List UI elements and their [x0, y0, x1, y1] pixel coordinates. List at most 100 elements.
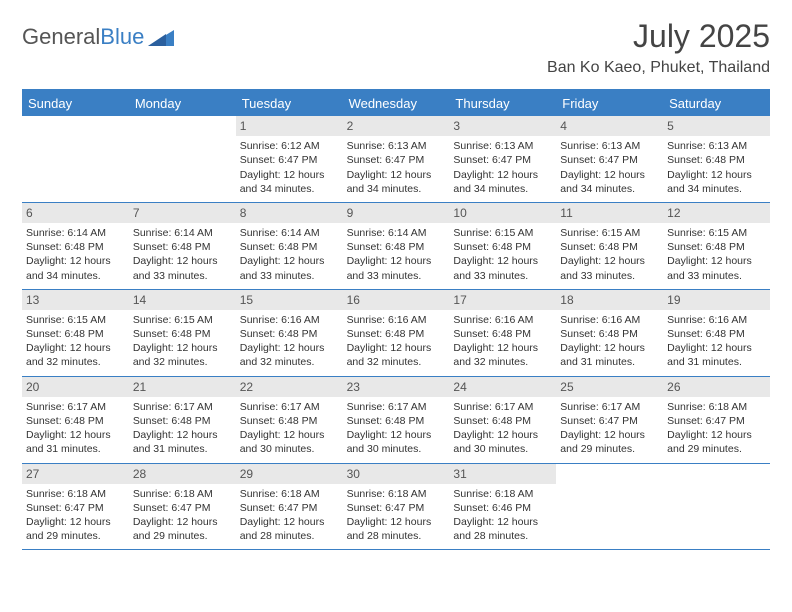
sunrise-line: Sunrise: 6:17 AM — [453, 400, 552, 414]
week-row: 27Sunrise: 6:18 AMSunset: 6:47 PMDayligh… — [22, 464, 770, 551]
sunset-line: Sunset: 6:48 PM — [347, 327, 446, 341]
daylight-line: Daylight: 12 hours and 34 minutes. — [26, 254, 125, 282]
sunrise-line: Sunrise: 6:17 AM — [26, 400, 125, 414]
location-label: Ban Ko Kaeo, Phuket, Thailand — [547, 59, 770, 77]
daylight-line: Daylight: 12 hours and 29 minutes. — [26, 515, 125, 543]
sunrise-line: Sunrise: 6:13 AM — [560, 139, 659, 153]
day-cell: 6Sunrise: 6:14 AMSunset: 6:48 PMDaylight… — [22, 203, 129, 289]
sunrise-line: Sunrise: 6:15 AM — [560, 226, 659, 240]
sunrise-line: Sunrise: 6:18 AM — [453, 487, 552, 501]
sunrise-line: Sunrise: 6:18 AM — [667, 400, 766, 414]
day-cell: 9Sunrise: 6:14 AMSunset: 6:48 PMDaylight… — [343, 203, 450, 289]
day-cell: 5Sunrise: 6:13 AMSunset: 6:48 PMDaylight… — [663, 116, 770, 202]
day-number: 17 — [449, 290, 556, 310]
day-number: 11 — [556, 203, 663, 223]
sunset-line: Sunset: 6:48 PM — [240, 414, 339, 428]
sunset-line: Sunset: 6:48 PM — [240, 240, 339, 254]
daylight-line: Daylight: 12 hours and 29 minutes. — [667, 428, 766, 456]
daylight-line: Daylight: 12 hours and 34 minutes. — [667, 168, 766, 196]
day-number: 3 — [449, 116, 556, 136]
daylight-line: Daylight: 12 hours and 28 minutes. — [453, 515, 552, 543]
logo-word-1: General — [22, 24, 100, 49]
day-cell: 12Sunrise: 6:15 AMSunset: 6:48 PMDayligh… — [663, 203, 770, 289]
sunrise-line: Sunrise: 6:15 AM — [667, 226, 766, 240]
sunrise-line: Sunrise: 6:17 AM — [560, 400, 659, 414]
day-cell: 4Sunrise: 6:13 AMSunset: 6:47 PMDaylight… — [556, 116, 663, 202]
daylight-line: Daylight: 12 hours and 33 minutes. — [560, 254, 659, 282]
sunrise-line: Sunrise: 6:15 AM — [133, 313, 232, 327]
dow-cell: Saturday — [663, 91, 770, 116]
day-cell: 14 Sunrise: 6:15 AMSunset: 6:48 PMDayligh… — [129, 290, 236, 376]
dow-cell: Sunday — [22, 91, 129, 116]
day-number: 30 — [343, 464, 450, 484]
day-cell — [556, 464, 663, 550]
day-cell: 17 Sunrise: 6:16 AMSunset: 6:48 PMDayligh… — [449, 290, 556, 376]
day-number: 13 — [22, 290, 129, 310]
sunset-line: Sunset: 6:48 PM — [453, 327, 552, 341]
daylight-line: Daylight: 12 hours and 34 minutes. — [240, 168, 339, 196]
day-cell: 3Sunrise: 6:13 AMSunset: 6:47 PMDaylight… — [449, 116, 556, 202]
sunset-line: Sunset: 6:48 PM — [453, 414, 552, 428]
day-cell — [22, 116, 129, 202]
day-number: 27 — [22, 464, 129, 484]
day-cell: 21Sunrise: 6:17 AMSunset: 6:48 PMDayligh… — [129, 377, 236, 463]
sunrise-line: Sunrise: 6:17 AM — [347, 400, 446, 414]
day-cell: 10Sunrise: 6:15 AMSunset: 6:48 PMDayligh… — [449, 203, 556, 289]
daylight-line: Daylight: 12 hours and 29 minutes. — [133, 515, 232, 543]
day-number: 10 — [449, 203, 556, 223]
daylight-line: Daylight: 12 hours and 33 minutes. — [133, 254, 232, 282]
sunrise-line: Sunrise: 6:14 AM — [26, 226, 125, 240]
day-number: 14 — [129, 290, 236, 310]
day-cell: 22Sunrise: 6:17 AMSunset: 6:48 PMDayligh… — [236, 377, 343, 463]
day-cell: 7Sunrise: 6:14 AMSunset: 6:48 PMDaylight… — [129, 203, 236, 289]
sunrise-line: Sunrise: 6:16 AM — [453, 313, 552, 327]
sunset-line: Sunset: 6:48 PM — [667, 153, 766, 167]
dow-cell: Thursday — [449, 91, 556, 116]
sunset-line: Sunset: 6:47 PM — [560, 414, 659, 428]
day-number — [556, 464, 663, 484]
sunset-line: Sunset: 6:48 PM — [133, 327, 232, 341]
sunrise-line: Sunrise: 6:16 AM — [240, 313, 339, 327]
day-number — [663, 464, 770, 484]
sunset-line: Sunset: 6:47 PM — [560, 153, 659, 167]
sunset-line: Sunset: 6:47 PM — [667, 414, 766, 428]
sunrise-line: Sunrise: 6:14 AM — [133, 226, 232, 240]
sunset-line: Sunset: 6:48 PM — [560, 327, 659, 341]
day-number: 29 — [236, 464, 343, 484]
sunrise-line: Sunrise: 6:15 AM — [26, 313, 125, 327]
day-cell: 18Sunrise: 6:16 AMSunset: 6:48 PMDayligh… — [556, 290, 663, 376]
day-number: 22 — [236, 377, 343, 397]
day-number: 12 — [663, 203, 770, 223]
day-number: 28 — [129, 464, 236, 484]
daylight-line: Daylight: 12 hours and 32 minutes. — [453, 341, 552, 369]
day-number: 19 — [663, 290, 770, 310]
sunset-line: Sunset: 6:47 PM — [240, 153, 339, 167]
day-cell: 20Sunrise: 6:17 AMSunset: 6:48 PMDayligh… — [22, 377, 129, 463]
sunrise-line: Sunrise: 6:17 AM — [133, 400, 232, 414]
sunrise-line: Sunrise: 6:16 AM — [347, 313, 446, 327]
daylight-line: Daylight: 12 hours and 33 minutes. — [347, 254, 446, 282]
day-number: 31 — [449, 464, 556, 484]
day-number: 16 — [343, 290, 450, 310]
sunset-line: Sunset: 6:47 PM — [26, 501, 125, 515]
sunrise-line: Sunrise: 6:18 AM — [26, 487, 125, 501]
daylight-line: Daylight: 12 hours and 28 minutes. — [240, 515, 339, 543]
daylight-line: Daylight: 12 hours and 32 minutes. — [133, 341, 232, 369]
weeks-container: 1Sunrise: 6:12 AMSunset: 6:47 PMDaylight… — [22, 116, 770, 550]
sunrise-line: Sunrise: 6:14 AM — [347, 226, 446, 240]
day-cell: 29Sunrise: 6:18 AMSunset: 6:47 PMDayligh… — [236, 464, 343, 550]
daylight-line: Daylight: 12 hours and 34 minutes. — [453, 168, 552, 196]
day-cell: 8Sunrise: 6:14 AMSunset: 6:48 PMDaylight… — [236, 203, 343, 289]
sunrise-line: Sunrise: 6:16 AM — [560, 313, 659, 327]
sunset-line: Sunset: 6:48 PM — [667, 327, 766, 341]
day-of-week-header: SundayMondayTuesdayWednesdayThursdayFrid… — [22, 91, 770, 116]
logo: GeneralBlue — [22, 18, 174, 50]
daylight-line: Daylight: 12 hours and 32 minutes. — [347, 341, 446, 369]
logo-text: GeneralBlue — [22, 24, 144, 50]
day-cell — [663, 464, 770, 550]
daylight-line: Daylight: 12 hours and 28 minutes. — [347, 515, 446, 543]
logo-triangle-icon — [148, 28, 174, 46]
daylight-line: Daylight: 12 hours and 33 minutes. — [240, 254, 339, 282]
daylight-line: Daylight: 12 hours and 30 minutes. — [240, 428, 339, 456]
day-number: 2 — [343, 116, 450, 136]
